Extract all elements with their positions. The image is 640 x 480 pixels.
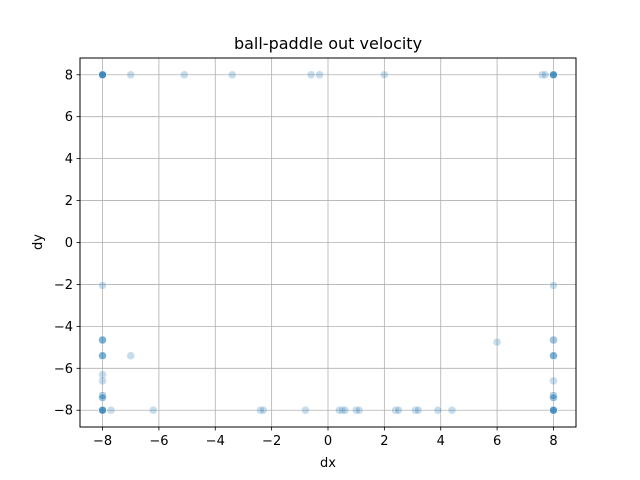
data-point	[354, 405, 364, 415]
data-point	[98, 281, 107, 290]
y-tick-label: 8	[65, 68, 73, 83]
y-tick-label: −8	[54, 404, 73, 419]
data-point	[148, 405, 158, 415]
data-point	[549, 393, 558, 402]
data-point	[179, 70, 189, 80]
x-tick-label: −8	[93, 434, 112, 449]
data-point	[98, 370, 107, 379]
data-point	[537, 70, 547, 80]
data-points	[98, 70, 558, 415]
grid	[80, 58, 576, 427]
data-point	[98, 393, 107, 402]
x-tick-label: 0	[324, 434, 332, 449]
y-tick-label: 0	[65, 236, 73, 251]
data-point	[549, 281, 558, 290]
data-point	[256, 405, 265, 415]
data-point	[337, 405, 347, 415]
data-point	[315, 70, 324, 80]
x-tick-label: 2	[380, 434, 388, 449]
data-point	[411, 405, 420, 415]
data-point	[391, 405, 400, 415]
x-axis-label: dx	[320, 456, 336, 471]
y-tick-label: 6	[65, 110, 73, 125]
chart-title: ball-paddle out velocity	[234, 34, 422, 53]
data-point	[98, 391, 107, 400]
y-tick-label: 2	[65, 194, 73, 209]
x-tick-label: 4	[437, 434, 445, 449]
data-point	[227, 70, 237, 80]
y-tick-label: −2	[54, 278, 73, 293]
data-point	[549, 376, 558, 386]
data-point	[126, 351, 136, 361]
data-point	[98, 70, 107, 80]
data-point	[413, 405, 423, 415]
data-point	[98, 376, 107, 386]
y-tick-label: −6	[54, 362, 73, 377]
x-tick-label: 8	[549, 434, 557, 449]
data-point	[492, 337, 502, 347]
x-tick-label: 6	[493, 434, 501, 449]
data-point	[549, 405, 558, 415]
y-axis-ticks: −8 −6 −4 −2 0 2 4 6 8	[54, 68, 80, 419]
data-point	[106, 405, 116, 415]
y-tick-label: 4	[65, 152, 73, 167]
data-point	[98, 335, 107, 345]
data-point	[549, 335, 558, 345]
data-point	[433, 405, 443, 415]
data-point	[549, 391, 558, 400]
data-point	[340, 405, 350, 415]
y-axis-label: dy	[31, 234, 46, 250]
x-tick-label: −2	[262, 434, 281, 449]
data-point	[540, 70, 550, 80]
data-point	[258, 405, 268, 415]
data-point	[98, 405, 107, 415]
data-point	[380, 70, 389, 80]
data-point	[98, 351, 107, 361]
y-tick-label: −4	[54, 320, 73, 335]
data-point	[351, 405, 361, 415]
data-point	[126, 70, 136, 80]
data-point	[301, 405, 310, 415]
data-point	[549, 70, 558, 80]
x-axis-ticks: −8 −6 −4 −2 0 2 4 6 8	[93, 427, 558, 449]
data-point	[394, 405, 403, 415]
data-point	[447, 405, 457, 415]
data-point	[549, 351, 558, 361]
data-point	[306, 70, 316, 80]
x-tick-label: −6	[149, 434, 168, 449]
x-tick-label: −4	[206, 434, 225, 449]
